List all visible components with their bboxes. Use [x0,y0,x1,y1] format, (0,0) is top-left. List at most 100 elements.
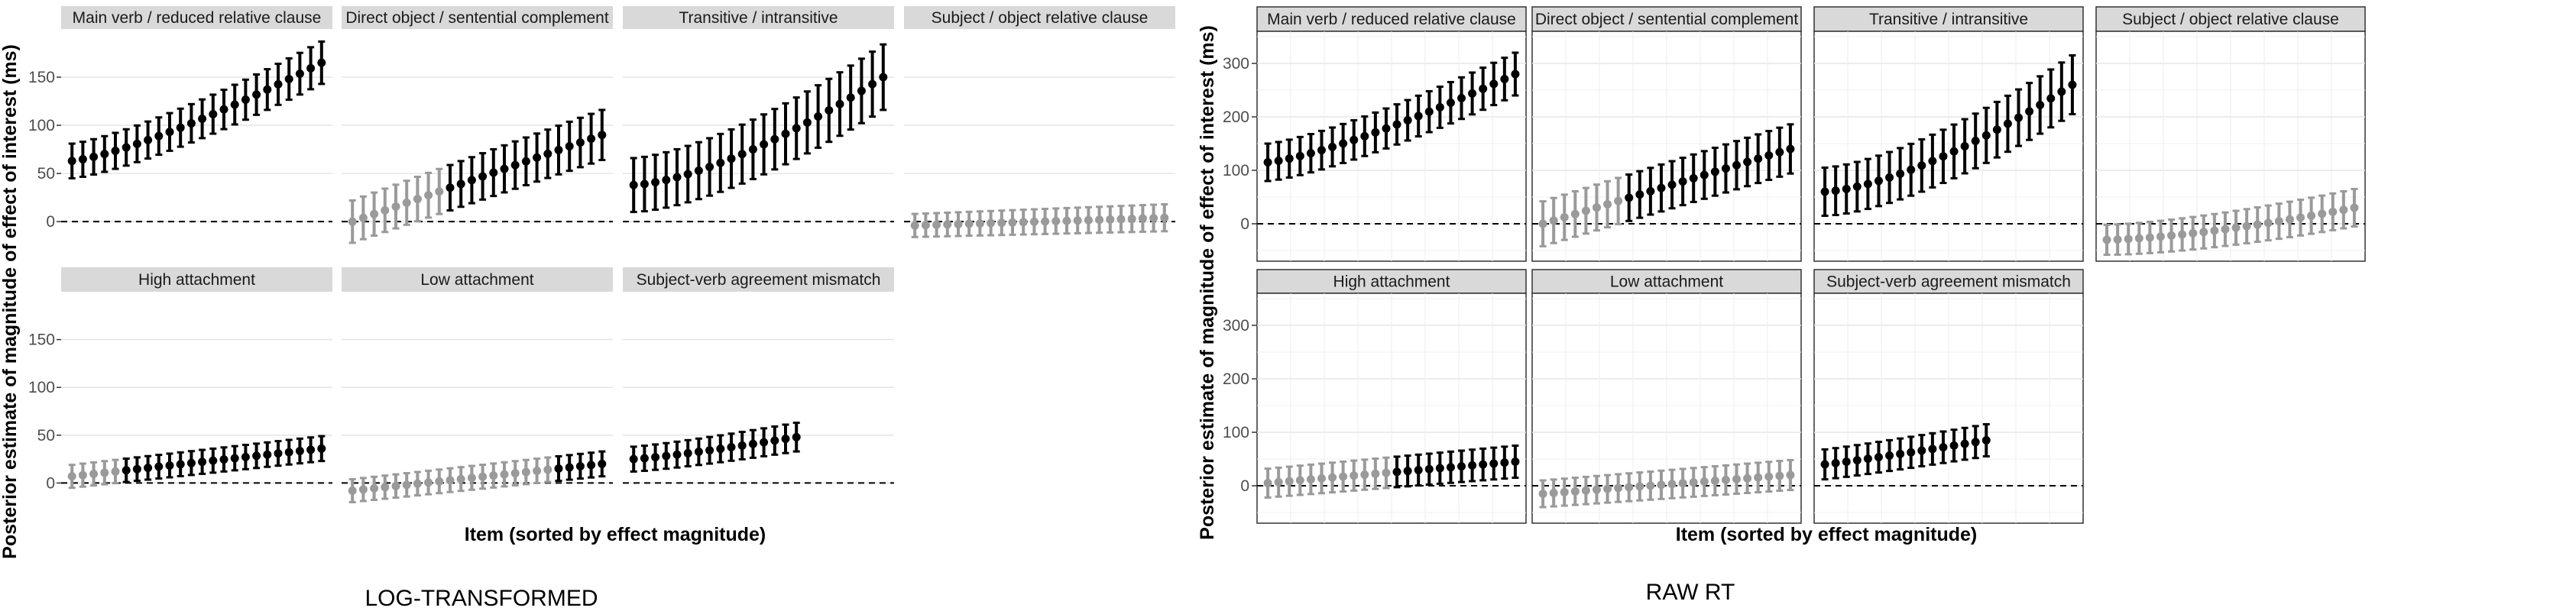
item-estimate-point [358,485,368,494]
raw-caption: RAW RT [1646,580,1735,605]
item-estimate-point [781,435,790,444]
item-estimate-point [230,100,239,109]
item-estimate-point [1489,459,1499,468]
item-estimate-point [391,481,400,490]
item-estimate-point [263,85,272,94]
facet-strip [1531,6,1802,32]
item-estimate-point [1549,216,1558,225]
raw-facet-transitive-intransitive: Transitive / intransitive [1813,6,2084,262]
item-estimate-point [2221,225,2230,234]
item-estimate-point [435,477,444,486]
item-estimate-point [467,176,476,185]
item-estimate-point [1657,183,1666,192]
item-estimate-point [1939,443,1948,452]
item-estimate-point [1457,94,1466,103]
item-estimate-point [1592,203,1601,212]
item-estimate-point [2156,232,2165,241]
facet-strip-title: Subject / object relative clause [932,9,1149,27]
item-estimate-point [1764,472,1774,481]
raw-panels: Main verb / reduced relative clause Direc… [1256,6,2366,524]
item-estimate-point [868,79,877,89]
item-estimate-point [122,143,131,152]
item-estimate-point [2178,230,2187,239]
facet-strip-title: Direct object / sentential complement [345,9,608,27]
item-estimate-point [67,157,76,166]
item-estimate-point [1721,164,1730,173]
y-tick-label: 100 [1223,162,1249,179]
item-estimate-point [1295,151,1304,160]
y-tick-label: 0 [46,213,55,231]
y-tick-label: 50 [37,427,55,445]
item-estimate-point [446,183,455,192]
item-estimate-point [672,173,682,182]
item-estimate-point [500,164,509,173]
item-estimate-point [1721,475,1730,484]
item-estimate-point [489,471,498,480]
item-estimate-point [975,219,984,228]
item-estimate-point [760,140,769,149]
item-estimate-point [802,118,812,127]
raw-y-axis-title: Posterior estimate of magnitude of effec… [1197,25,1218,540]
item-estimate-point [2134,234,2143,243]
item-estimate-point [381,205,390,215]
item-estimate-point [78,470,87,480]
item-estimate-point [554,464,563,473]
item-estimate-point [2102,235,2111,244]
item-estimate-point [683,170,692,179]
item-estimate-point [1949,441,1959,450]
item-estimate-point [2025,107,2034,116]
item-estimate-point [111,467,120,476]
item-estimate-point [1732,160,1742,170]
item-estimate-point [1820,187,1829,196]
item-estimate-point [1678,479,1687,488]
item-estimate-point [306,445,316,454]
log-facet-high-attachment: High attachment [61,267,332,490]
item-estimate-point [1403,115,1412,124]
item-estimate-point [1468,461,1477,470]
item-estimate-point [1928,157,1937,166]
item-estimate-point [1852,456,1862,465]
item-estimate-point [348,217,357,226]
item-estimate-point [198,457,207,467]
item-estimate-point [1116,215,1126,224]
y-tick-label: 100 [1223,424,1249,441]
panel-gridlines [342,338,613,484]
facet-strip-title: Low attachment [1610,273,1723,291]
item-estimate-point [1435,464,1444,473]
item-estimate-point [1019,218,1028,227]
item-estimate-point [1424,464,1434,474]
item-estimate-point [770,134,779,144]
item-estimate-point [230,454,239,463]
item-estimate-point [219,455,228,464]
item-estimate-point [1689,478,1698,487]
item-estimate-point [1328,142,1337,151]
item-estimate-point [716,445,725,454]
facet-strip-title: Transitive / intransitive [679,9,838,27]
item-estimate-point [456,179,465,189]
item-estimate-point [2068,80,2077,89]
item-estimate-point [1392,120,1401,129]
panel-gridlines [904,76,1175,222]
item-estimate-point [1646,186,1655,196]
item-estimate-point [241,95,250,105]
item-estimate-point [2339,205,2348,215]
raw-facet-low-attachment: Low attachment [1531,269,1802,524]
item-estimate-point [1339,472,1348,481]
item-estimate-point [489,168,498,177]
facet-strip [1256,269,1527,294]
item-estimate-point [381,483,390,492]
item-estimate-point [1295,476,1304,485]
item-estimate-point [274,449,283,458]
item-estimate-point [122,466,131,475]
item-estimate-point [478,472,488,481]
facet-strip-title: Subject-verb agreement mismatch [1826,273,2071,291]
facet-strip [342,6,613,29]
item-estimate-point [252,451,261,461]
item-estimate-point [1743,157,1752,166]
item-estimate-point [1414,465,1423,474]
item-estimate-point [2003,119,2012,128]
item-estimate-point [640,179,649,189]
item-estimate-point [402,199,411,208]
facet-strip [1256,6,1527,32]
